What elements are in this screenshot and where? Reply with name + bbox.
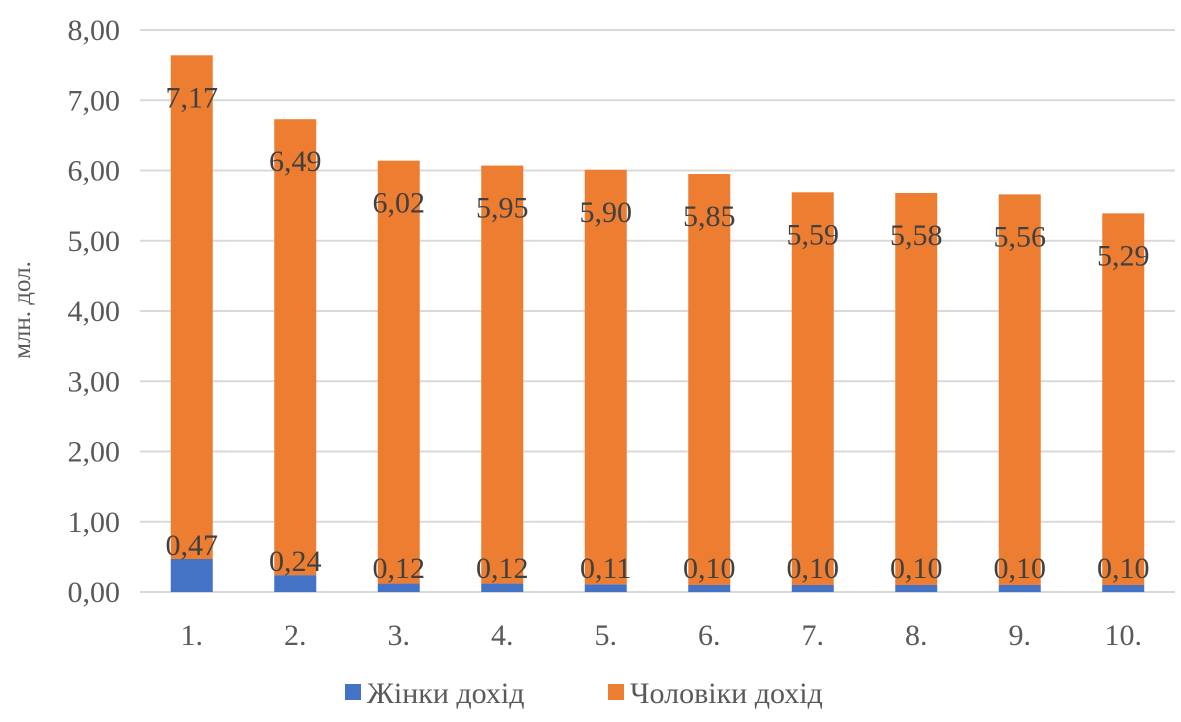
data-label-men: 5,59 [787,218,840,251]
data-label-women: 0,10 [683,552,736,585]
legend-swatch [608,684,624,700]
x-tick-label: 2. [284,619,307,652]
bar-men-income [1102,213,1145,585]
x-axis-ticks: 1. 2. 3. 4. 5. 6. 7. 8. 9. 10. [181,619,1143,652]
bar-men-income [791,192,834,585]
bar-women-income [791,584,834,592]
y-tick-label: 2,00 [68,436,121,469]
x-tick-label: 10. [1105,619,1143,652]
x-tick-label: 3. [388,619,411,652]
bar-women-income [1102,584,1145,592]
data-label-men: 5,29 [1097,239,1150,272]
bar-women-income [688,584,731,592]
legend-women-income: Жінки дохід [345,677,525,710]
bar-men-income [481,165,524,584]
data-label-women: 0,10 [994,552,1047,585]
y-tick-label: 0,00 [68,576,121,609]
data-label-women: 0,10 [787,552,840,585]
data-label-men: 5,58 [890,219,943,252]
y-tick-label: 6,00 [68,155,121,188]
data-label-women: 0,10 [1097,552,1150,585]
data-label-women: 0,11 [580,552,631,585]
bar-women-income [584,584,627,592]
data-label-men: 5,85 [683,200,736,233]
bars [170,55,1145,592]
bar-women-income [481,583,524,592]
y-axis-title: млн. дол. [9,261,36,359]
legend: Жінки дохід Чоловіки дохід [345,677,823,710]
x-tick-label: 1. [181,619,204,652]
bar-men-income [688,174,731,585]
bar-men-income [170,55,213,559]
y-tick-label: 1,00 [68,506,121,539]
x-tick-label: 7. [802,619,825,652]
legend-swatch [345,684,361,700]
data-label-women: 0,12 [476,552,529,585]
y-tick-label: 7,00 [68,84,121,117]
legend-label: Жінки дохід [367,677,525,710]
legend-men-income: Чоловіки дохід [608,677,823,710]
y-axis-ticks: 0,00 1,00 2,00 3,00 4,00 5,00 6,00 7,00 8,00 [68,14,121,609]
bar-women-income [998,584,1041,592]
data-label-men: 5,56 [994,220,1047,253]
data-label-men: 5,95 [476,192,529,225]
bar-women-income [170,558,213,592]
bar-men-income [274,119,317,576]
bar-men-income [377,160,420,584]
bar-women-income [895,584,938,592]
data-label-women: 0,10 [890,552,943,585]
data-label-women: 0,24 [269,545,322,578]
data-label-men: 6,02 [373,187,426,220]
y-tick-label: 3,00 [68,365,121,398]
bar-men-income [584,169,627,585]
bar-women-income [274,575,317,592]
y-tick-label: 4,00 [68,295,121,328]
bar-men-income [895,192,938,585]
x-tick-label: 8. [905,619,928,652]
legend-label: Чоловіки дохід [630,677,823,710]
x-tick-label: 9. [1009,619,1032,652]
bar-women-income [377,583,420,592]
data-label-men: 5,90 [580,196,633,229]
x-tick-label: 4. [491,619,514,652]
y-tick-label: 8,00 [68,14,121,47]
bar-men-income [998,194,1041,585]
x-tick-label: 6. [698,619,721,652]
data-label-men: 7,17 [166,81,219,114]
data-labels: 0,47 7,17 0,24 6,49 0,12 6,02 0,12 5,95 0,11 5,90… [166,81,1150,585]
data-label-men: 6,49 [269,145,322,178]
y-tick-label: 5,00 [68,225,121,258]
data-label-women: 0,47 [166,529,219,562]
data-label-women: 0,12 [373,552,426,585]
x-tick-label: 5. [595,619,618,652]
